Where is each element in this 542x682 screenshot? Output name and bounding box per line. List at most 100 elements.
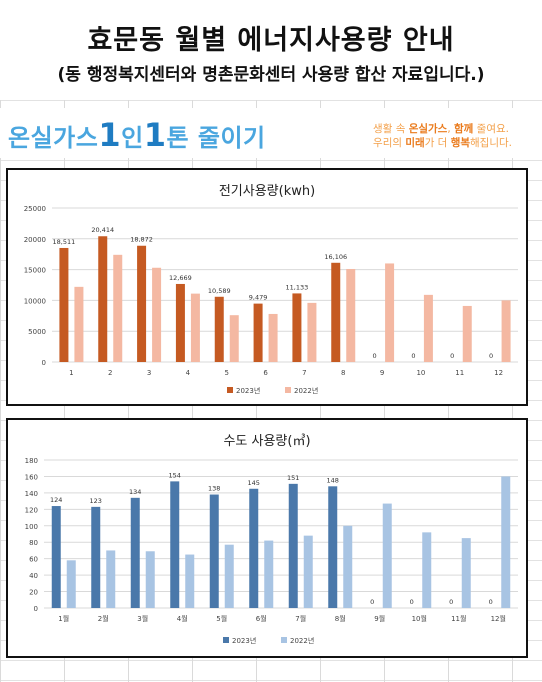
y-tick-label: 40 — [29, 572, 38, 580]
y-tick-label: 140 — [25, 490, 38, 498]
data-label: 20,414 — [91, 226, 114, 234]
page-subtitle: (동 행정복지센터와 명촌문화센터 사용량 합산 자료입니다.) — [57, 65, 485, 85]
bar-2022년 — [268, 313, 278, 362]
header: 효문동 월별 에너지사용량 안내 (동 행정복지센터와 명촌문화센터 사용량 합… — [0, 0, 542, 100]
bar-2022년 — [152, 267, 162, 362]
slogan-emphasis: 행복 — [450, 137, 471, 149]
legend-swatch — [285, 387, 291, 393]
bar-2022년 — [462, 305, 472, 362]
x-tick-label: 11월 — [451, 614, 466, 623]
x-tick-label: 10월 — [412, 614, 427, 623]
data-label: 0 — [450, 352, 454, 360]
x-tick-label: 4 — [186, 369, 191, 377]
y-tick-label: 20000 — [24, 236, 46, 244]
y-tick-label: 10000 — [24, 297, 46, 305]
y-tick-label: 100 — [25, 523, 38, 531]
bar-2022년 — [382, 503, 392, 608]
bar-2023년 — [253, 303, 263, 362]
y-tick-label: 20 — [29, 589, 38, 597]
data-label: 11,133 — [286, 283, 309, 291]
bar-2023년 — [175, 283, 185, 362]
bar-2023년 — [214, 296, 224, 362]
bar-2023년 — [328, 486, 338, 608]
y-tick-label: 120 — [25, 506, 38, 514]
x-tick-label: 6 — [263, 369, 268, 377]
y-tick-label: 5000 — [28, 328, 46, 336]
x-tick-label: 7월 — [295, 614, 306, 623]
bar-2022년 — [185, 554, 195, 608]
slogan-emphasis: 함께 — [454, 123, 474, 135]
bar-2023년 — [249, 488, 259, 608]
bar-2023년 — [137, 245, 147, 362]
x-tick-label: 6월 — [256, 614, 267, 623]
bar-2022년 — [346, 268, 356, 362]
x-tick-label: 9 — [380, 369, 384, 377]
electricity-chart-title: 전기사용량(kwh) — [218, 184, 316, 199]
bar-2023년 — [170, 481, 180, 608]
x-tick-label: 1 — [69, 369, 73, 377]
x-tick-label: 7 — [302, 369, 306, 377]
slogan-text: 줄여요. — [473, 123, 509, 135]
data-label: 0 — [449, 598, 453, 606]
x-tick-label: 5 — [225, 369, 229, 377]
bar-2023년 — [91, 506, 101, 608]
data-label: 145 — [248, 479, 260, 487]
slogan-text: 가 더 — [424, 137, 451, 149]
bar-2022년 — [145, 551, 155, 608]
data-label: 138 — [208, 485, 220, 493]
campaign-slogan: 생활 속 온실가스, 함께 줄여요. 우리의 미래가 더 행복해집니다. — [373, 122, 512, 150]
logo-number-2: 1 — [143, 116, 167, 154]
bar-2023년 — [331, 262, 341, 362]
page-title: 효문동 월별 에너지사용량 안내 — [87, 25, 455, 56]
y-tick-label: 0 — [42, 359, 46, 367]
bar-2022년 — [190, 293, 200, 362]
x-tick-label: 8월 — [335, 614, 346, 623]
x-tick-label: 4월 — [177, 614, 188, 623]
bar-2022년 — [66, 560, 76, 608]
x-tick-label: 3 — [147, 369, 151, 377]
bar-2022년 — [501, 476, 511, 608]
legend-label: 2023년 — [232, 636, 256, 645]
x-tick-label: 11 — [455, 369, 464, 377]
slogan-line-1: 생활 속 온실가스, 함께 줄여요. — [373, 122, 512, 136]
slogan-text: , — [447, 123, 455, 135]
x-tick-label: 2 — [108, 369, 112, 377]
x-tick-label: 12 — [494, 369, 503, 377]
data-label: 154 — [169, 471, 181, 479]
bar-2022년 — [385, 263, 395, 362]
slogan-text: 생활 속 — [373, 123, 409, 135]
slogan-text: 우리의 — [373, 137, 406, 149]
y-tick-label: 180 — [25, 457, 38, 465]
y-tick-label: 160 — [25, 473, 38, 481]
bar-2022년 — [74, 286, 84, 362]
x-tick-label: 5월 — [216, 614, 227, 623]
bar-2023년 — [98, 236, 108, 362]
y-tick-label: 0 — [34, 605, 38, 613]
legend-label: 2023년 — [236, 386, 260, 395]
bar-2022년 — [303, 535, 313, 608]
data-label: 10,589 — [208, 287, 231, 295]
x-tick-label: 2월 — [98, 614, 109, 623]
campaign-logo: 온실가스1인1톤 줄이기 — [8, 116, 266, 154]
electricity-chart: 050001000015000200002500018,511120,41421… — [24, 205, 518, 395]
logo-text-1: 온실가스 — [8, 124, 99, 152]
slogan-text: 해집니다. — [470, 137, 512, 149]
bar-2022년 — [113, 254, 123, 362]
data-label: 12,669 — [169, 274, 192, 282]
bar-2022년 — [501, 300, 511, 362]
logo-text-2: 인 — [121, 124, 144, 152]
data-label: 16,106 — [324, 253, 347, 261]
bar-2023년 — [59, 247, 69, 362]
bar-2022년 — [106, 550, 116, 608]
logo-number-1: 1 — [98, 116, 122, 154]
x-tick-label: 12월 — [491, 614, 506, 623]
data-label: 124 — [50, 496, 62, 504]
data-label: 0 — [370, 598, 374, 606]
x-tick-label: 1월 — [58, 614, 69, 623]
bar-2022년 — [264, 540, 274, 608]
y-tick-label: 25000 — [24, 205, 46, 213]
x-tick-label: 3월 — [137, 614, 148, 623]
logo-text-3: 톤 줄이기 — [166, 124, 266, 152]
bar-2022년 — [422, 532, 432, 608]
data-label: 9,479 — [249, 294, 268, 302]
